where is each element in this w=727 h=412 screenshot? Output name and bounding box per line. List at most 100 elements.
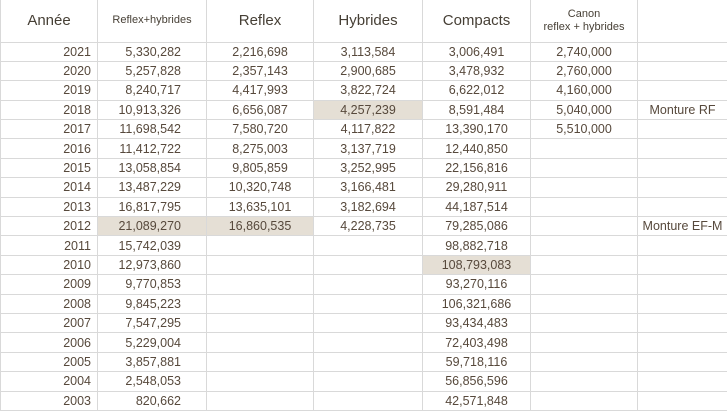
cell-compacts[interactable]: 93,270,116 (422, 274, 531, 295)
cell-reflex-hybrides[interactable]: 9,845,223 (97, 294, 207, 314)
cell-reflex-hybrides[interactable]: 5,257,828 (97, 61, 207, 82)
cell-reflex-hybrides[interactable]: 13,487,229 (97, 177, 207, 198)
cell-compacts[interactable]: 93,434,483 (422, 313, 531, 334)
cell-note[interactable] (637, 61, 727, 82)
cell-reflex[interactable] (206, 371, 314, 392)
cell-note[interactable] (637, 352, 727, 373)
cell-reflex[interactable]: 4,417,993 (206, 80, 314, 101)
column-header-reflex[interactable]: Reflex (206, 0, 314, 43)
cell-hybrides[interactable] (313, 294, 423, 314)
cell-note[interactable]: Monture RF (637, 100, 727, 121)
cell-reflex-hybrides[interactable]: 820,662 (97, 391, 207, 411)
cell-reflex-hybrides[interactable]: 9,770,853 (97, 274, 207, 295)
cell-annee[interactable]: 2017 (0, 119, 98, 140)
cell-note[interactable] (637, 313, 727, 334)
cell-reflex-hybrides[interactable]: 5,229,004 (97, 332, 207, 353)
cell-annee[interactable]: 2020 (0, 61, 98, 82)
cell-note[interactable] (637, 158, 727, 179)
cell-reflex-hybrides[interactable]: 7,547,295 (97, 313, 207, 334)
cell-reflex[interactable]: 2,357,143 (206, 61, 314, 82)
cell-annee[interactable]: 2009 (0, 274, 98, 295)
cell-canon[interactable] (530, 274, 638, 295)
cell-canon[interactable] (530, 216, 638, 237)
cell-hybrides[interactable]: 3,252,995 (313, 158, 423, 179)
cell-reflex-hybrides[interactable]: 13,058,854 (97, 158, 207, 179)
cell-reflex-hybrides[interactable]: 21,089,270 (97, 216, 207, 237)
cell-hybrides[interactable] (313, 332, 423, 353)
cell-annee[interactable]: 2019 (0, 80, 98, 101)
cell-annee[interactable]: 2013 (0, 197, 98, 218)
cell-annee[interactable]: 2015 (0, 158, 98, 179)
cell-canon[interactable] (530, 371, 638, 392)
cell-canon[interactable] (530, 177, 638, 198)
cell-annee[interactable]: 2004 (0, 371, 98, 392)
cell-compacts[interactable]: 8,591,484 (422, 100, 531, 121)
cell-hybrides[interactable]: 4,117,822 (313, 119, 423, 140)
cell-canon[interactable] (530, 197, 638, 218)
cell-compacts[interactable]: 3,478,932 (422, 61, 531, 82)
cell-compacts[interactable]: 44,187,514 (422, 197, 531, 218)
cell-reflex[interactable]: 7,580,720 (206, 119, 314, 140)
cell-note[interactable] (637, 80, 727, 101)
column-header-canon[interactable]: Canon reflex + hybrides (530, 0, 638, 43)
column-header-annee[interactable]: Année (0, 0, 98, 43)
cell-canon[interactable]: 2,740,000 (530, 42, 638, 62)
cell-hybrides[interactable] (313, 391, 423, 411)
cell-reflex[interactable]: 16,860,535 (206, 216, 314, 237)
cell-canon[interactable]: 5,040,000 (530, 100, 638, 121)
cell-reflex-hybrides[interactable]: 10,913,326 (97, 100, 207, 121)
cell-note[interactable] (637, 294, 727, 314)
cell-hybrides[interactable]: 3,822,724 (313, 80, 423, 101)
cell-hybrides[interactable] (313, 255, 423, 276)
column-header-hybrides[interactable]: Hybrides (313, 0, 423, 43)
cell-note[interactable] (637, 255, 727, 276)
cell-annee[interactable]: 2008 (0, 294, 98, 314)
cell-canon[interactable] (530, 158, 638, 179)
cell-canon[interactable]: 5,510,000 (530, 119, 638, 140)
cell-canon[interactable] (530, 138, 638, 159)
cell-canon[interactable] (530, 391, 638, 411)
cell-canon[interactable] (530, 313, 638, 334)
cell-note[interactable] (637, 332, 727, 353)
cell-compacts[interactable]: 29,280,911 (422, 177, 531, 198)
cell-note[interactable] (637, 119, 727, 140)
cell-note[interactable] (637, 391, 727, 411)
cell-reflex[interactable] (206, 274, 314, 295)
cell-note[interactable] (637, 138, 727, 159)
cell-compacts[interactable]: 22,156,816 (422, 158, 531, 179)
cell-reflex[interactable] (206, 235, 314, 256)
cell-annee[interactable]: 2007 (0, 313, 98, 334)
cell-note[interactable] (637, 235, 727, 256)
cell-compacts[interactable]: 3,006,491 (422, 42, 531, 62)
cell-annee[interactable]: 2003 (0, 391, 98, 411)
cell-hybrides[interactable]: 3,137,719 (313, 138, 423, 159)
cell-reflex[interactable]: 9,805,859 (206, 158, 314, 179)
column-header-reflex-hybrides[interactable]: Reflex+hybrides (97, 0, 207, 43)
cell-reflex-hybrides[interactable]: 11,412,722 (97, 138, 207, 159)
cell-reflex[interactable]: 6,656,087 (206, 100, 314, 121)
cell-hybrides[interactable]: 4,228,735 (313, 216, 423, 237)
cell-reflex-hybrides[interactable]: 8,240,717 (97, 80, 207, 101)
cell-note[interactable]: Monture EF-M (637, 216, 727, 237)
cell-hybrides[interactable] (313, 235, 423, 256)
column-header-compacts[interactable]: Compacts (422, 0, 531, 43)
cell-reflex-hybrides[interactable]: 3,857,881 (97, 352, 207, 373)
cell-annee[interactable]: 2010 (0, 255, 98, 276)
cell-annee[interactable]: 2005 (0, 352, 98, 373)
cell-reflex[interactable]: 10,320,748 (206, 177, 314, 198)
cell-compacts[interactable]: 6,622,012 (422, 80, 531, 101)
cell-reflex[interactable] (206, 391, 314, 411)
cell-note[interactable] (637, 177, 727, 198)
cell-hybrides[interactable]: 3,182,694 (313, 197, 423, 218)
cell-compacts[interactable]: 59,718,116 (422, 352, 531, 373)
cell-note[interactable] (637, 371, 727, 392)
cell-reflex-hybrides[interactable]: 2,548,053 (97, 371, 207, 392)
cell-compacts[interactable]: 72,403,498 (422, 332, 531, 353)
cell-annee[interactable]: 2011 (0, 235, 98, 256)
cell-compacts[interactable]: 12,440,850 (422, 138, 531, 159)
cell-hybrides[interactable] (313, 371, 423, 392)
cell-reflex-hybrides[interactable]: 15,742,039 (97, 235, 207, 256)
cell-compacts[interactable]: 98,882,718 (422, 235, 531, 256)
cell-compacts[interactable]: 56,856,596 (422, 371, 531, 392)
cell-annee[interactable]: 2006 (0, 332, 98, 353)
